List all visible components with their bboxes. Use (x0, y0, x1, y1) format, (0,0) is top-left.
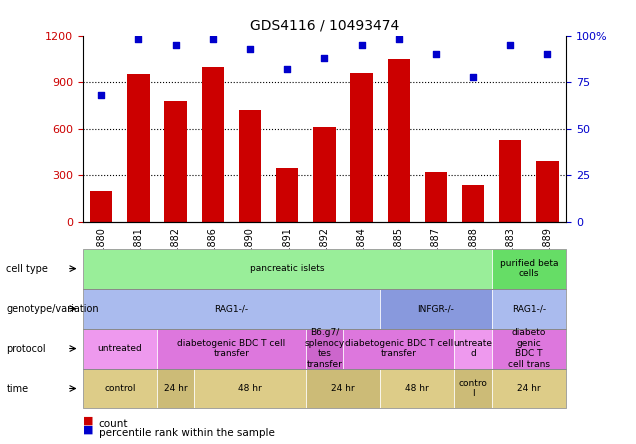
Point (468, 73, 478, 80)
Bar (239, 110, 261, 222)
Bar (387, 59, 410, 222)
Text: count: count (99, 419, 128, 429)
Point (431, 51, 441, 58)
Bar (499, 140, 522, 222)
Point (282, 66, 293, 73)
Text: pancreatic islets: pancreatic islets (250, 264, 324, 273)
Text: RAG1-/-: RAG1-/- (512, 304, 546, 313)
Text: control: control (104, 384, 135, 393)
Text: B6.g7/
splenocy
tes
transfer: B6.g7/ splenocy tes transfer (304, 329, 345, 369)
Bar (462, 185, 484, 222)
Text: INFGR-/-: INFGR-/- (417, 304, 454, 313)
Text: 24 hr: 24 hr (517, 384, 541, 393)
Bar (127, 75, 149, 222)
Title: GDS4116 / 10493474: GDS4116 / 10493474 (250, 19, 399, 33)
Text: protocol: protocol (6, 344, 46, 353)
Text: percentile rank within the sample: percentile rank within the sample (99, 428, 275, 438)
Text: RAG1-/-: RAG1-/- (214, 304, 249, 313)
Point (170, 41, 181, 48)
Text: untreated: untreated (97, 344, 142, 353)
Point (356, 41, 366, 48)
Bar (313, 127, 336, 222)
Point (245, 45, 255, 52)
Text: time: time (6, 384, 29, 393)
Point (96, 91, 106, 99)
Text: ■: ■ (83, 425, 93, 435)
Point (505, 41, 515, 48)
Text: diabetogenic BDC T cell
transfer: diabetogenic BDC T cell transfer (345, 339, 453, 358)
Text: 48 hr: 48 hr (238, 384, 262, 393)
Text: diabetogenic BDC T cell
transfer: diabetogenic BDC T cell transfer (177, 339, 286, 358)
Text: ■: ■ (83, 416, 93, 426)
Text: cell type: cell type (6, 264, 48, 274)
Text: 48 hr: 48 hr (405, 384, 429, 393)
Text: untreate
d: untreate d (453, 339, 493, 358)
Bar (165, 101, 187, 222)
Text: contro
l: contro l (459, 379, 488, 398)
Bar (202, 67, 224, 222)
Text: genotype/variation: genotype/variation (6, 304, 99, 313)
Text: 24 hr: 24 hr (331, 384, 355, 393)
Text: diabeto
genic
BDC T
cell trans: diabeto genic BDC T cell trans (508, 329, 550, 369)
Text: purified beta
cells: purified beta cells (500, 259, 558, 278)
Text: 24 hr: 24 hr (164, 384, 188, 393)
Bar (536, 162, 558, 222)
Bar (350, 73, 373, 222)
Point (394, 36, 404, 43)
Bar (276, 168, 298, 222)
Point (208, 36, 218, 43)
Bar (425, 172, 447, 222)
Point (134, 36, 144, 43)
Point (543, 51, 553, 58)
Bar (90, 191, 113, 222)
Point (319, 54, 329, 61)
